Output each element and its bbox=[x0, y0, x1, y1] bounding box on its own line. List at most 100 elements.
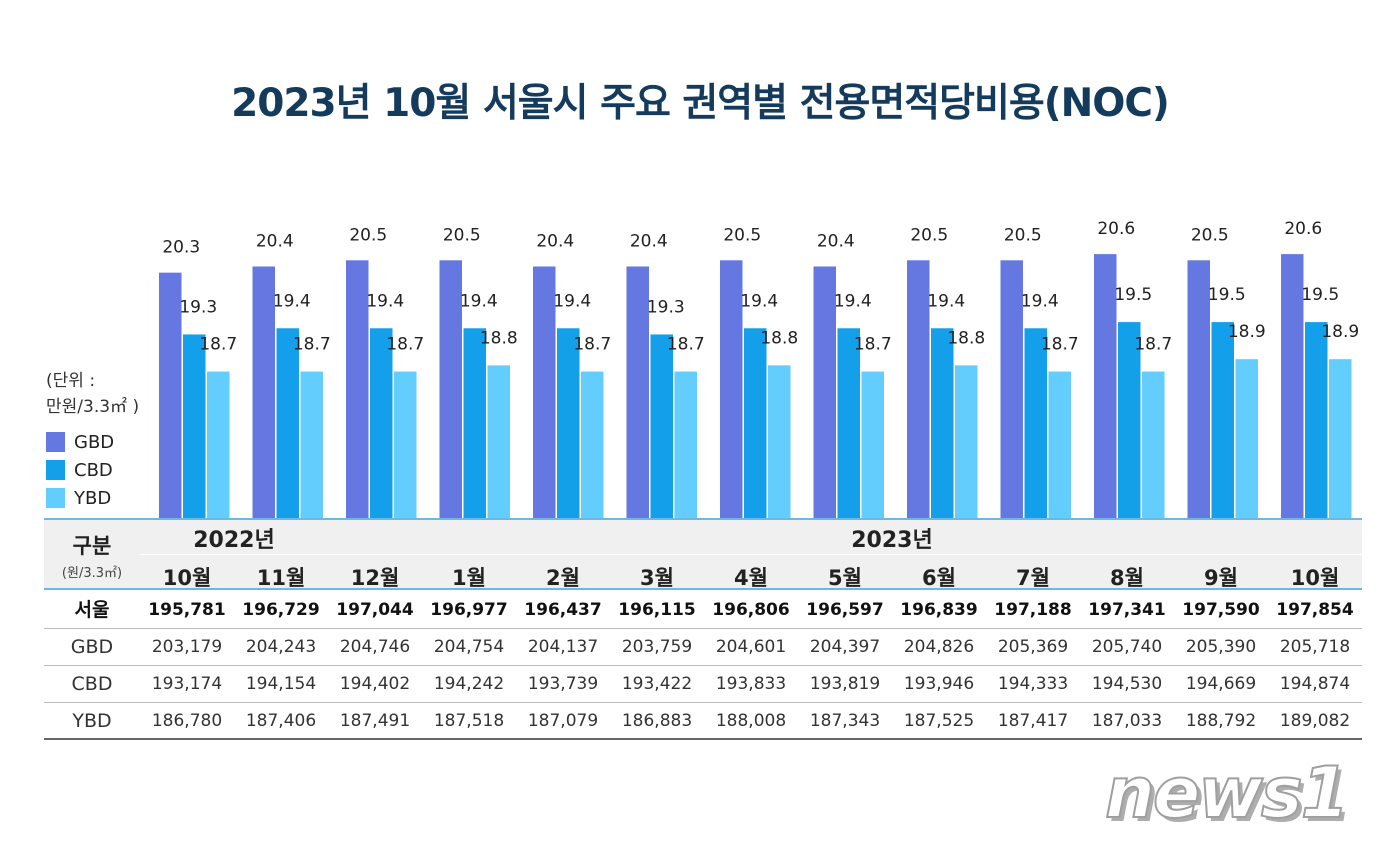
table-cell: 204,746 bbox=[339, 637, 411, 657]
data-label-ybd: 18.8 bbox=[480, 328, 518, 348]
bar-gbd bbox=[346, 260, 369, 518]
table-cell: 204,137 bbox=[527, 637, 599, 657]
year-header: 2022년 bbox=[193, 528, 275, 553]
table-cell: 194,242 bbox=[433, 674, 505, 694]
data-label-gbd: 20.5 bbox=[1191, 225, 1229, 245]
month-header: 5월 bbox=[828, 566, 862, 590]
table-cell: 193,739 bbox=[527, 674, 599, 694]
bar-ybd bbox=[300, 371, 323, 518]
table-row: 서울 195,781 196,729 197,044 196,977 196,437 196… bbox=[44, 592, 1362, 629]
month-header: 3월 bbox=[640, 566, 674, 590]
table-cell: 193,946 bbox=[903, 674, 975, 694]
month-header: 4월 bbox=[734, 566, 768, 590]
data-label-cbd: 19.4 bbox=[1021, 291, 1059, 311]
table-cell: 186,883 bbox=[621, 711, 693, 731]
table-cell: 204,243 bbox=[245, 637, 317, 657]
bar-gbd bbox=[720, 260, 743, 518]
news1-logo: news1 bbox=[1104, 751, 1350, 835]
bar-ybd bbox=[487, 365, 510, 518]
table-header-label: 구분 bbox=[72, 534, 112, 558]
bar-cbd bbox=[463, 328, 486, 518]
month-header: 10월 bbox=[1290, 566, 1340, 590]
table-cell: 194,402 bbox=[339, 674, 411, 694]
bar-ybd bbox=[768, 365, 791, 518]
bar-gbd bbox=[813, 266, 836, 518]
data-label-ybd: 18.7 bbox=[1134, 335, 1172, 355]
bar-ybd bbox=[955, 365, 978, 518]
bar-gbd bbox=[1187, 260, 1210, 518]
data-label-cbd: 19.3 bbox=[647, 297, 685, 317]
table-row: CBD 193,174 194,154 194,402 194,242 193,739 19… bbox=[44, 666, 1362, 703]
bar-cbd bbox=[183, 334, 206, 518]
data-label-cbd: 19.4 bbox=[366, 291, 404, 311]
legend-label: GBD bbox=[74, 431, 115, 453]
table-cell: 187,525 bbox=[903, 711, 975, 731]
table-cell: 197,044 bbox=[336, 600, 414, 620]
data-label-cbd: 19.4 bbox=[740, 291, 778, 311]
data-label-gbd: 20.5 bbox=[910, 225, 948, 245]
legend-item-ybd: YBD bbox=[46, 484, 114, 512]
table-cell: 187,343 bbox=[809, 711, 881, 731]
bar-ybd bbox=[1142, 371, 1165, 518]
table-cell: 196,437 bbox=[524, 600, 602, 620]
data-label-ybd: 18.7 bbox=[386, 335, 424, 355]
bar-gbd bbox=[252, 266, 275, 518]
data-label-cbd: 19.4 bbox=[460, 291, 498, 311]
data-label-cbd: 19.4 bbox=[927, 291, 965, 311]
table-cell: 188,792 bbox=[1185, 711, 1257, 731]
legend-item-cbd: CBD bbox=[46, 456, 114, 484]
bar-gbd bbox=[533, 266, 556, 518]
bar-gbd bbox=[1094, 254, 1117, 518]
data-label-cbd: 19.3 bbox=[179, 297, 217, 317]
data-label-ybd: 18.9 bbox=[1228, 322, 1266, 342]
data-label-ybd: 18.8 bbox=[947, 328, 985, 348]
table-cell: 186,780 bbox=[151, 711, 223, 731]
bar-cbd bbox=[650, 334, 673, 518]
bar-gbd bbox=[159, 272, 182, 518]
table-cell: 196,729 bbox=[242, 600, 320, 620]
table-cell: 196,115 bbox=[618, 600, 696, 620]
data-label-ybd: 18.7 bbox=[293, 335, 331, 355]
table-cell: 194,154 bbox=[245, 674, 317, 694]
month-header: 8월 bbox=[1110, 566, 1144, 590]
bar-ybd bbox=[581, 371, 604, 518]
data-label-cbd: 19.5 bbox=[1208, 285, 1246, 305]
data-label-cbd: 19.5 bbox=[1301, 285, 1339, 305]
table-cell: 204,754 bbox=[433, 637, 505, 657]
data-label-gbd: 20.4 bbox=[536, 231, 574, 251]
table-cell: 193,174 bbox=[151, 674, 223, 694]
table-cell: 204,601 bbox=[715, 637, 787, 657]
data-label-ybd: 18.7 bbox=[667, 335, 705, 355]
bar-gbd bbox=[1281, 254, 1304, 518]
bar-cbd bbox=[370, 328, 393, 518]
unit-label-line1: (단위 : bbox=[46, 371, 96, 391]
data-label-cbd: 19.4 bbox=[834, 291, 872, 311]
bar-cbd bbox=[931, 328, 954, 518]
year-divider bbox=[140, 554, 1362, 555]
month-header: 11월 bbox=[256, 566, 306, 590]
table-row: GBD 203,179 204,243 204,746 204,754 204,137 20… bbox=[44, 629, 1362, 666]
data-label-gbd: 20.6 bbox=[1097, 219, 1135, 239]
data-label-ybd: 18.7 bbox=[573, 335, 611, 355]
legend-label: CBD bbox=[74, 459, 113, 481]
table-cell: 194,874 bbox=[1279, 674, 1351, 694]
legend-swatch bbox=[46, 488, 65, 508]
table-cell: 203,179 bbox=[151, 637, 223, 657]
month-header: 6월 bbox=[922, 566, 956, 590]
bar-cbd bbox=[557, 328, 580, 518]
table-cell: 197,188 bbox=[994, 600, 1072, 620]
row-label: 서울 bbox=[74, 599, 110, 621]
data-label-gbd: 20.5 bbox=[723, 225, 761, 245]
data-label-ybd: 18.7 bbox=[199, 335, 237, 355]
bar-cbd bbox=[276, 328, 299, 518]
table-cell: 187,417 bbox=[997, 711, 1069, 731]
data-label-ybd: 18.7 bbox=[854, 335, 892, 355]
table-cell: 197,341 bbox=[1088, 600, 1166, 620]
data-label-cbd: 19.5 bbox=[1114, 285, 1152, 305]
data-label-ybd: 18.9 bbox=[1321, 322, 1359, 342]
legend: GBD CBD YBD bbox=[46, 428, 114, 512]
table-cell: 193,422 bbox=[621, 674, 693, 694]
table-cell: 194,530 bbox=[1091, 674, 1163, 694]
table-header-unit: (원/3.3㎡) bbox=[61, 566, 123, 581]
